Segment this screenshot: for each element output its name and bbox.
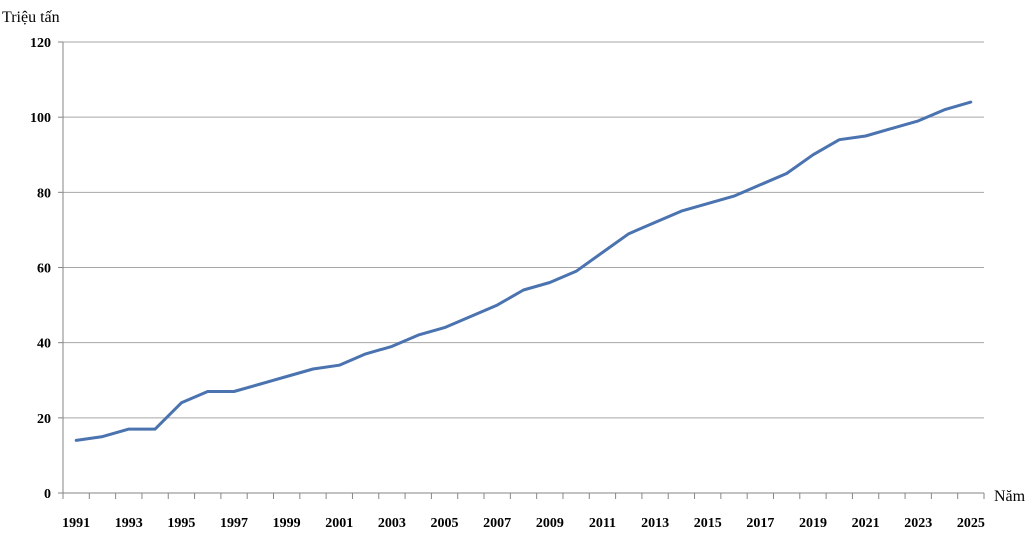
- x-tick-label: 1995: [167, 516, 195, 531]
- x-tick-label: 2009: [536, 516, 564, 531]
- y-tick-labels: 0 20 40 60 80 100 120: [30, 36, 51, 502]
- x-tick-label: 2021: [852, 516, 880, 531]
- x-tick-label: 2017: [746, 516, 774, 531]
- x-tick-label: 2003: [378, 516, 406, 531]
- x-tick-labels: 1991 1993 1995 1997 1999 2001 2003 2005 2007 2009…: [62, 516, 985, 531]
- x-tick-label: 2019: [799, 516, 827, 531]
- x-tick-label: 2013: [641, 516, 669, 531]
- x-tick-label: 1991: [62, 516, 90, 531]
- x-tick-label: 2011: [589, 516, 616, 531]
- x-tick-label: 2015: [694, 516, 722, 531]
- x-tick-label: 1999: [273, 516, 301, 531]
- y-axis-title: Triệu tấn: [2, 9, 60, 26]
- gridlines: [63, 41, 984, 419]
- x-tick-label: 2025: [957, 516, 985, 531]
- y-tick-label: 100: [30, 111, 51, 126]
- axes: [58, 41, 985, 499]
- y-tick-label: 120: [30, 36, 51, 51]
- y-tick-label: 80: [37, 186, 51, 201]
- y-tick-label: 0: [44, 487, 51, 502]
- x-tick-label: 1993: [115, 516, 143, 531]
- x-tick-label: 2001: [325, 516, 353, 531]
- x-axis-title: Năm: [994, 488, 1026, 505]
- x-tick-label: 2007: [483, 516, 511, 531]
- x-tick-label: 1997: [220, 516, 248, 531]
- y-tick-label: 60: [37, 262, 51, 277]
- series: [74, 100, 973, 442]
- series-line-0: [74, 100, 973, 442]
- x-tick-label: 2023: [904, 516, 932, 531]
- y-tick-label: 40: [37, 337, 51, 352]
- y-tick-label: 20: [37, 412, 51, 427]
- x-tick-label: 2005: [431, 516, 459, 531]
